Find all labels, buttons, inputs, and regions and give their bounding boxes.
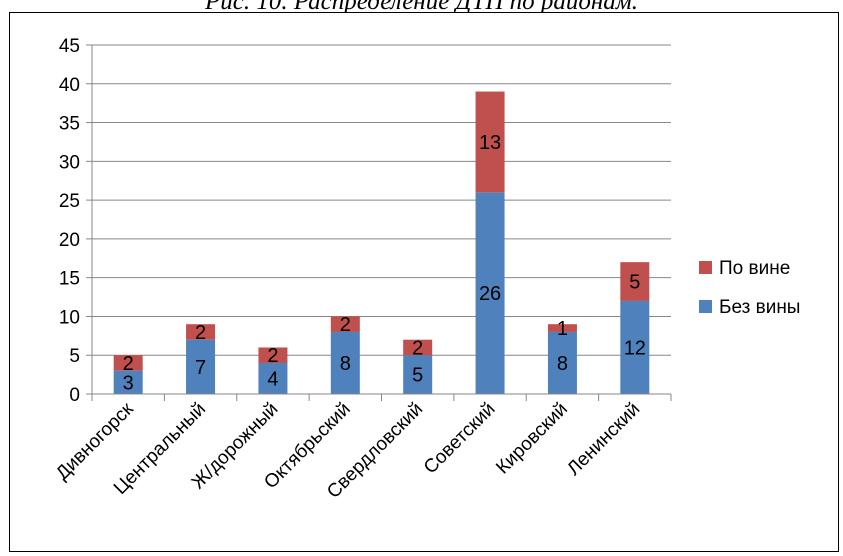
data-label: 8 [340,353,351,375]
bar-segment-bez-viny [258,362,288,394]
data-label: 1 [557,318,568,340]
y-tick-label: 20 [59,230,80,251]
data-label: 2 [267,345,278,367]
y-tick-label: 25 [59,191,80,212]
chart-caption: Рис. 10. Распределение ДТП по районам. [204,0,639,15]
x-category-label: Советский [420,399,500,479]
data-label: 2 [123,353,134,375]
data-label: 3 [123,372,134,394]
y-tick-label: 40 [59,75,80,96]
data-label: 13 [479,132,501,154]
data-label: 2 [195,322,206,344]
data-label: 2 [340,314,351,336]
legend-label: По вине [719,258,790,279]
bar-segment-bez-viny [186,339,216,394]
data-label: 7 [195,357,206,379]
data-label: 12 [624,337,646,359]
bar-segment-bez-viny [620,300,650,394]
y-tick-label: 30 [59,152,80,173]
bar-segment-po-vine [186,324,216,340]
bar-segment-bez-viny [330,331,360,394]
y-tick-label: 5 [69,346,80,367]
x-category-label: Кировский [492,399,572,479]
y-tick-label: 35 [59,114,80,135]
bar-segment-po-vine [620,262,650,301]
gridlines [92,44,671,356]
legend-label: Без вины [719,297,800,318]
bar-segment-bez-viny [113,370,143,394]
y-tick-label: 10 [59,307,80,328]
legend-swatch [699,300,712,313]
bar-segment-po-vine [403,339,433,356]
y-tick-label: 0 [69,385,80,406]
bar-segment-po-vine [547,324,577,332]
axes [86,44,672,401]
x-category-label: Ленинский [563,399,644,480]
y-tick-label: 45 [59,36,80,57]
data-label: 26 [479,283,501,305]
data-label: 2 [412,337,423,359]
y-tick-labels: 0 5 10 15 20 25 30 35 40 45 [59,36,80,406]
chart-frame: 0 5 10 15 20 25 30 35 40 45 Дивногорск Центральный… [9,12,839,552]
bar-segment-po-vine [330,316,360,332]
bar-segment-po-vine [475,91,505,193]
bar-segment-bez-viny [475,192,505,394]
x-tick-labels: ДивногорскЦентральныйЖ/дорожныйОктябрьск… [52,398,644,503]
legend-swatch [699,261,712,274]
y-tick-label: 15 [59,269,80,290]
bars [113,91,650,394]
data-label: 5 [412,365,423,387]
bar-segment-bez-viny [403,355,433,394]
data-label: 8 [557,353,568,375]
bar-segment-bez-viny [547,331,577,394]
data-label: 5 [629,272,640,294]
data-label: 4 [267,368,278,390]
legend: По вине Без вины [699,258,800,318]
bar-segment-po-vine [113,355,143,371]
bar-segment-po-vine [258,347,288,363]
